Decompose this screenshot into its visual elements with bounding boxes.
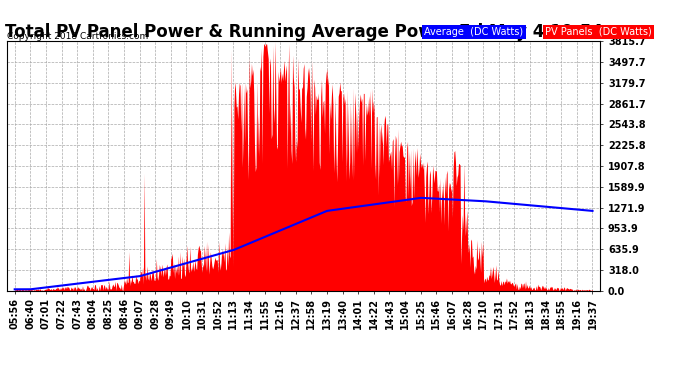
Title: Total PV Panel Power & Running Average Power Fri May 4 19:54: Total PV Panel Power & Running Average P… (5, 23, 602, 41)
Text: PV Panels  (DC Watts): PV Panels (DC Watts) (545, 27, 652, 37)
Text: Average  (DC Watts): Average (DC Watts) (424, 27, 524, 37)
Text: Copyright 2018 Cartronics.com: Copyright 2018 Cartronics.com (7, 32, 148, 41)
